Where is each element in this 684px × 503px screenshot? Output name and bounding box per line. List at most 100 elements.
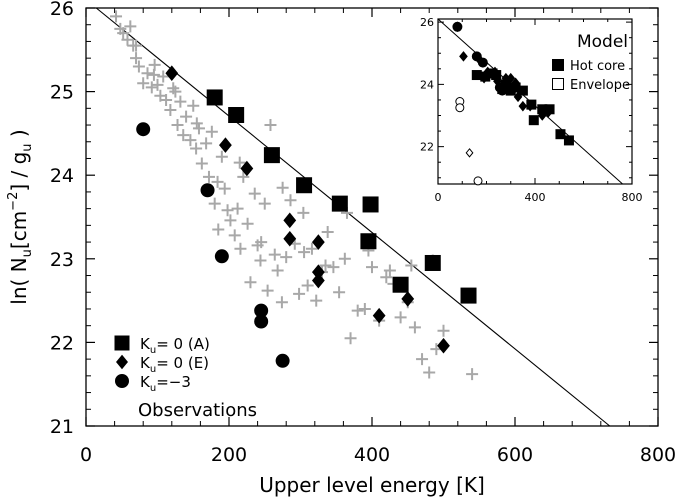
inset-point-circle-filled <box>477 57 488 68</box>
data-point-plus <box>211 175 224 188</box>
data-point-plus <box>174 95 187 108</box>
data-point-square <box>360 233 377 250</box>
data-point-plus <box>319 259 332 272</box>
data-point-plus <box>333 286 346 299</box>
data-point-circle <box>214 249 229 264</box>
data-point-plus <box>224 214 237 227</box>
data-point-square <box>228 107 245 124</box>
data-point-plus <box>394 311 407 324</box>
legend-label: Ku= 0 (A) <box>140 335 210 356</box>
data-point-plus <box>190 142 203 155</box>
data-point-plus <box>132 60 145 73</box>
inset-point-square-filled <box>563 135 574 146</box>
data-point-plus <box>200 137 213 150</box>
inset-legend-marker-square-open <box>552 78 564 90</box>
data-point-plus <box>117 27 130 40</box>
data-point-plus <box>130 39 143 52</box>
inset-legend-label: Hot core <box>570 59 625 74</box>
data-point-plus <box>212 223 225 236</box>
x-tick-label: 0 <box>80 444 92 466</box>
data-point-plus <box>437 324 450 337</box>
inset-point-diamond-filled <box>459 51 468 62</box>
data-point-plus <box>218 182 231 195</box>
data-point-plus <box>169 85 182 98</box>
data-point-plus <box>190 117 203 130</box>
inset-point-diamond-filled <box>513 91 523 103</box>
data-point-plus <box>275 296 288 309</box>
data-point-plus <box>237 170 250 183</box>
data-point-plus <box>151 78 164 91</box>
inset-y-tick-label: 24 <box>420 78 434 91</box>
data-point-circle <box>275 353 290 368</box>
y-tick-label: 26 <box>50 0 74 20</box>
inset-point-circle-filled <box>497 85 508 96</box>
data-point-plus <box>276 181 289 194</box>
inset-point-diamond-filled <box>525 100 535 112</box>
data-point-plus <box>171 119 184 132</box>
data-point-diamond <box>311 234 325 250</box>
data-point-plus <box>164 103 177 116</box>
inset-point-diamond-open <box>465 148 474 158</box>
data-point-square <box>460 287 477 304</box>
data-point-plus <box>145 81 158 94</box>
data-point-plus <box>177 129 190 142</box>
main-fit-line <box>95 7 611 427</box>
y-axis-label: ln( Nu[cm−2] / gu ) <box>6 129 35 304</box>
data-point-plus <box>233 156 246 169</box>
inset-legend-label: Envelope <box>570 78 630 93</box>
inset-y-tick-label: 26 <box>420 16 434 29</box>
data-point-plus <box>137 77 150 90</box>
data-point-plus <box>121 33 134 46</box>
data-point-plus <box>351 304 364 317</box>
main-plot: 0 200 400 600 800 21 22 23 24 25 26 Upper level e… <box>6 0 676 497</box>
inset-point-circle-filled <box>452 21 463 32</box>
data-point-plus <box>258 197 271 210</box>
data-point-diamond <box>240 160 254 177</box>
data-point-plus <box>383 264 396 277</box>
inset-legend-marker-square-filled <box>552 59 564 71</box>
data-point-plus <box>130 52 143 65</box>
data-point-plus <box>338 252 351 265</box>
inset-y-tick-label: 22 <box>420 141 434 154</box>
data-point-diamond <box>311 272 325 289</box>
data-point-plus <box>192 122 205 135</box>
data-point-diamond <box>283 212 297 229</box>
data-point-plus <box>228 229 241 242</box>
data-point-plus <box>248 187 261 200</box>
data-point-plus <box>110 10 123 23</box>
data-point-diamond <box>165 65 179 81</box>
data-point-plus <box>254 254 267 267</box>
y-tick-label: 24 <box>50 165 74 187</box>
data-point-square <box>263 147 280 164</box>
inset-point-square-filled <box>528 115 539 126</box>
data-point-plus <box>160 93 173 106</box>
data-point-plus <box>187 99 200 112</box>
data-point-plus <box>405 259 418 272</box>
data-point-plus <box>241 217 254 230</box>
data-point-plus <box>208 197 221 210</box>
data-point-plus <box>310 294 323 307</box>
data-point-plus <box>124 20 137 33</box>
inset-x-tick-label: 0 <box>435 191 442 204</box>
inset-point-diamond-filled <box>511 77 520 89</box>
x-tick-label: 600 <box>497 444 533 466</box>
inset-title: Model <box>577 32 628 52</box>
legend-label: Ku=−3 <box>140 373 191 394</box>
data-point-diamond <box>437 337 450 354</box>
data-point-plus <box>466 368 479 381</box>
data-point-plus <box>271 264 284 277</box>
data-point-plus <box>264 119 277 132</box>
data-point-plus <box>344 332 357 345</box>
data-point-circle <box>200 183 215 198</box>
data-point-plus <box>284 194 297 207</box>
legend-marker-diamond <box>116 354 128 370</box>
data-point-plus <box>180 110 193 123</box>
inset-point-diamond-filled <box>506 72 516 84</box>
inset-point-square-filled <box>555 129 566 140</box>
data-point-square <box>296 177 313 194</box>
data-point-circle <box>254 314 269 329</box>
data-point-plus <box>408 321 421 334</box>
y-tick-label: 21 <box>50 416 74 438</box>
inset-point-circle-open <box>473 176 483 186</box>
